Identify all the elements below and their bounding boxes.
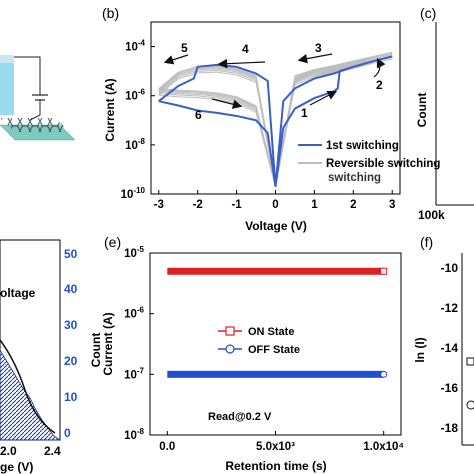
y-tick-label: 10-8	[124, 427, 144, 442]
on-state-data-band	[167, 267, 384, 275]
reversible-switching-curve	[158, 53, 393, 187]
annotation-2: 2	[376, 78, 383, 92]
panel-f-label: (f)	[420, 234, 433, 250]
histogram-y-ticks: 50 40 30 20 10 0	[64, 247, 78, 440]
first-switching-curve	[158, 55, 393, 187]
histogram-x-tick-20: 2.0	[0, 444, 17, 458]
svg-text:switching: switching	[328, 172, 381, 184]
legend-label-reversible-switching: Reversible switching	[326, 158, 440, 170]
panel-e-legend: ON State OFF State	[218, 326, 300, 356]
sweep-arrow-2	[373, 57, 386, 78]
sweep-arrow-6	[211, 98, 243, 109]
reversible-switching-curve	[158, 52, 393, 185]
panel-b-legend: 1st switching Reversible switching switc…	[298, 140, 440, 184]
x-tick-label: 3	[389, 199, 395, 211]
panel-e-series	[167, 267, 388, 378]
legend-label-first-switching: 1st switching	[326, 140, 399, 152]
annotation-1: 1	[301, 106, 308, 120]
sweep-arrow-4	[217, 58, 266, 69]
panel-b-sweep-arrows	[163, 53, 386, 109]
x-tick-label: 0	[272, 199, 278, 211]
svg-text:0: 0	[64, 426, 71, 440]
y-tick-label: 10-8	[125, 137, 145, 152]
legend-marker-off-state	[225, 344, 235, 354]
panel-e: (e) 10-8 10-7 10-6 10-5 0.0 5.0x10³ 1.0x10⁴ C…	[101, 234, 404, 473]
x-tick-label: 1.0x10⁴	[363, 441, 404, 453]
panel-b-x-ticks: -3 -2 -1 0 1 2 3	[154, 190, 395, 211]
panel-e-y-axis-title: Current (A)	[101, 312, 115, 375]
panel-c-label: (c)	[420, 5, 436, 21]
y-tick-label: 10-6	[124, 306, 144, 321]
off-state-end-marker	[380, 370, 388, 378]
legend-label-on-state: ON State	[248, 326, 294, 338]
panel-b: (b) 10-10 10-8 10-6 10-4 -3 -2 -1 0 1 2 3 Current…	[102, 5, 440, 233]
annotation-6: 6	[195, 108, 202, 122]
histogram-y-axis-title: Count	[89, 333, 103, 368]
x-tick-label: -2	[193, 199, 203, 211]
panel-b-annotations: 1 2 3 4 5 6	[181, 41, 383, 122]
svg-text:40: 40	[64, 282, 78, 296]
y-tick-label: 10-10	[121, 186, 146, 201]
panel-e-read-annotation: Read@0.2 V	[208, 411, 272, 423]
x-tick-label: 0.0	[159, 441, 175, 453]
panel-f-y-axis-title: ln (I)	[413, 337, 427, 362]
histogram-x-tick-24: 2.4	[44, 444, 61, 458]
panel-e-x-axis-title: Retention time (s)	[225, 459, 326, 473]
electrolyte-block	[0, 60, 14, 115]
svg-text:10: 10	[64, 390, 78, 404]
on-state-end-marker	[380, 267, 388, 275]
histogram-legend-text: oltage	[0, 286, 36, 300]
off-state-data-band	[167, 370, 384, 378]
legend-marker-on-state	[225, 326, 235, 336]
panel-f-partial: (f) -10 -12 -14 -16 -18 ln (I)	[413, 234, 474, 446]
svg-text:-10: -10	[441, 261, 459, 275]
x-tick-label: 1	[311, 199, 318, 211]
sweep-arrow-5	[163, 54, 189, 65]
legend-label-off-state: OFF State	[248, 344, 300, 356]
annotation-4: 4	[242, 42, 249, 56]
panel-f-y-ticks: -10 -12 -14 -16 -18	[441, 261, 459, 435]
histogram-fit-curve	[0, 339, 56, 434]
histogram-x-axis-title: ge (V)	[0, 460, 33, 474]
device-schematic	[0, 55, 76, 141]
histogram-bars	[0, 349, 62, 441]
panel-e-label: (e)	[104, 234, 121, 250]
annotation-3: 3	[315, 41, 322, 55]
svg-text:30: 30	[64, 318, 78, 332]
y-tick-label: 10-5	[124, 245, 144, 260]
panel-f-marker-circle	[466, 400, 474, 410]
panel-c-y-axis-title: Count	[415, 93, 429, 128]
svg-text:20: 20	[64, 354, 78, 368]
panel-f-marker-square	[466, 357, 474, 366]
x-tick-label: -1	[231, 199, 242, 211]
x-tick-label: -3	[154, 199, 164, 211]
svg-text:50: 50	[64, 247, 78, 261]
panel-e-y-ticks: 10-8 10-7 10-6 10-5	[124, 245, 154, 442]
panel-e-x-ticks: 0.0 5.0x10³ 1.0x10⁴	[159, 431, 404, 453]
annotation-5: 5	[181, 41, 188, 55]
x-tick-label: 5.0x10³	[256, 441, 295, 453]
reversible-switching-curve	[158, 51, 393, 184]
svg-text:-14: -14	[441, 341, 459, 355]
panel-b-y-axis-title: Current (A)	[103, 78, 117, 141]
y-tick-label: 10-4	[125, 39, 145, 54]
panel-c-x-tick: 100k	[418, 208, 445, 222]
svg-text:-12: -12	[441, 301, 459, 315]
y-tick-label: 10-6	[125, 88, 145, 103]
panel-c-partial: (c) Count 100k	[415, 5, 474, 222]
histogram-partial: oltage 50 40 30 20 10 0 Count 2.0 2.4 ge…	[0, 239, 103, 474]
y-tick-label: 10-7	[124, 366, 144, 381]
sweep-arrow-3	[297, 53, 333, 64]
sweep-arrow-1	[309, 90, 338, 106]
svg-text:-18: -18	[441, 421, 459, 435]
svg-text:-16: -16	[441, 381, 459, 395]
panel-b-label: (b)	[102, 5, 119, 21]
panel-b-y-ticks: 10-10 10-8 10-6 10-4	[121, 39, 155, 201]
x-tick-label: 2	[350, 199, 356, 211]
panel-b-x-axis-title: Voltage (V)	[245, 219, 307, 233]
